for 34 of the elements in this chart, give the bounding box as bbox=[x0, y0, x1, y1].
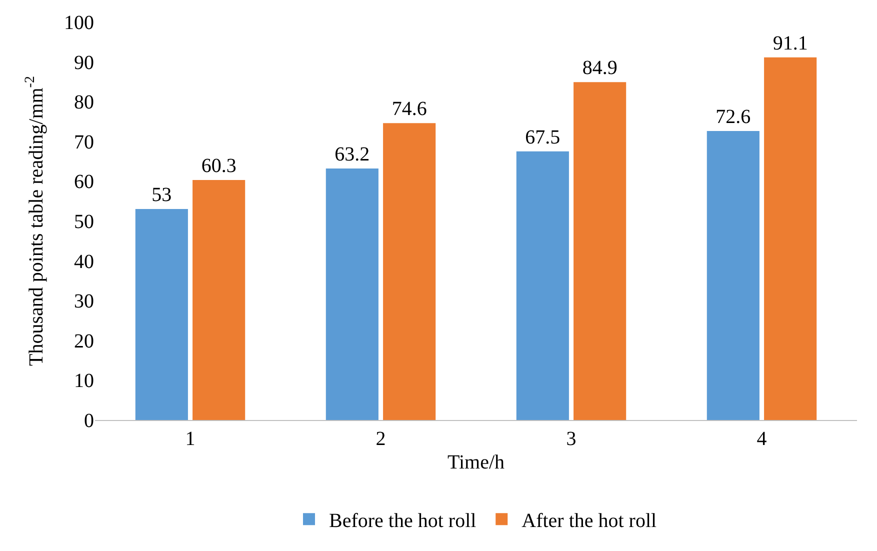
bar bbox=[326, 168, 378, 420]
data-label: 67.5 bbox=[525, 126, 560, 148]
y-tick-label: 50 bbox=[74, 211, 94, 233]
legend-label: Before the hot roll bbox=[329, 510, 477, 532]
y-tick-label: 40 bbox=[74, 250, 94, 273]
data-label: 63.2 bbox=[334, 143, 370, 166]
bar bbox=[135, 209, 188, 420]
x-tick-label: 3 bbox=[566, 428, 576, 450]
x-axis-title: Time/h bbox=[447, 452, 505, 474]
x-tick-label: 2 bbox=[376, 428, 386, 450]
bar bbox=[516, 151, 569, 420]
y-tick-label: 90 bbox=[74, 52, 94, 74]
y-tick-label: 20 bbox=[74, 330, 94, 352]
data-label: 72.6 bbox=[716, 106, 751, 128]
bar bbox=[192, 180, 246, 420]
y-tick-label: 0 bbox=[84, 410, 94, 432]
bar bbox=[764, 57, 817, 420]
y-tick-label: 100 bbox=[64, 12, 94, 34]
bar bbox=[574, 82, 626, 420]
y-tick-label: 10 bbox=[74, 370, 94, 392]
x-tick-label: 1 bbox=[185, 428, 196, 450]
bar bbox=[383, 123, 436, 420]
data-label: 91.1 bbox=[772, 32, 808, 54]
data-label: 60.3 bbox=[201, 155, 236, 178]
bar bbox=[706, 131, 760, 420]
y-tick-label: 30 bbox=[74, 290, 94, 313]
y-tick-label: 80 bbox=[74, 92, 94, 114]
y-tick-label: 60 bbox=[74, 171, 94, 194]
data-label: 74.6 bbox=[392, 98, 427, 120]
data-label: 84.9 bbox=[582, 57, 618, 80]
x-tick-label: 4 bbox=[756, 428, 767, 450]
data-label: 53 bbox=[152, 184, 172, 206]
y-tick-label: 70 bbox=[74, 131, 94, 154]
legend-label: After the hot roll bbox=[522, 510, 658, 532]
